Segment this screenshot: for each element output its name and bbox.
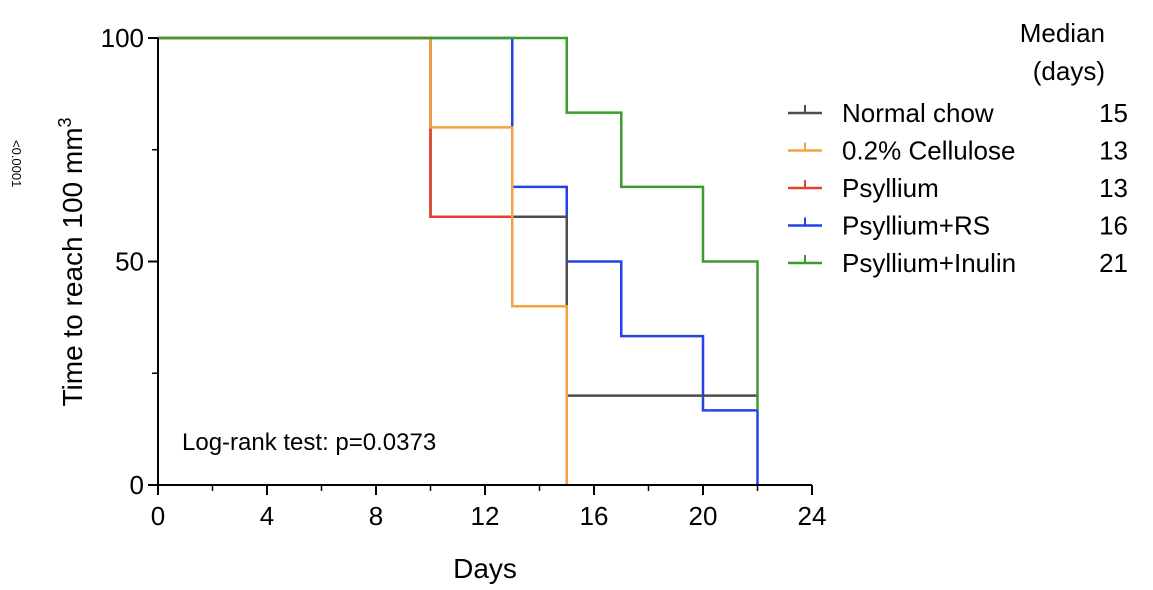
legend-item: Psyllium 13 [788, 173, 1128, 203]
x-tick-label: 20 [689, 501, 718, 531]
legend-item: 0.2% Cellulose 13 [788, 136, 1128, 166]
log-rank-annotation: Log-rank test: p=0.0373 [182, 429, 436, 456]
x-tick-label: 16 [580, 501, 609, 531]
legend-median: 13 [1099, 173, 1128, 203]
series-line-psyllium-inulin [158, 36, 759, 411]
y-tick-label: 100 [101, 23, 144, 53]
legend: Median (days) Normal chow 15 0.2% Cellulos… [788, 18, 1128, 278]
x-tick-label: 8 [369, 501, 383, 531]
legend-median: 13 [1099, 136, 1128, 166]
edge-text: <0.0001 [9, 140, 24, 187]
y-tick-label: 0 [130, 470, 144, 500]
x-tick-label: 4 [260, 501, 274, 531]
y-ticks: 0 50 100 [101, 23, 158, 500]
legend-item: Normal chow 15 [788, 98, 1128, 128]
series-line-psyllium [158, 36, 568, 485]
y-axis-title-superscript: 3 [55, 117, 75, 127]
legend-header-line-2: (days) [1033, 56, 1105, 86]
legend-median: 21 [1099, 248, 1128, 278]
x-tick-label: 0 [151, 501, 165, 531]
legend-label: Psyllium+RS [842, 211, 990, 241]
legend-median: 15 [1099, 98, 1128, 128]
legend-label: Normal chow [842, 98, 994, 128]
legend-label: Psyllium [842, 173, 939, 203]
legend-header-line-1: Median [1020, 18, 1105, 48]
legend-item: Psyllium+Inulin 21 [788, 248, 1128, 278]
legend-label: Psyllium+Inulin [842, 248, 1016, 278]
x-tick-label: 12 [471, 501, 500, 531]
x-tick-label: 24 [798, 501, 827, 531]
legend-item: Psyllium+RS 16 [788, 211, 1128, 241]
legend-median: 16 [1099, 211, 1128, 241]
y-axis-title: Time to reach 100 mm3 [55, 117, 88, 406]
legend-label: 0.2% Cellulose [842, 136, 1015, 166]
series-line-0-2-cellulose [158, 36, 568, 485]
x-axis-title: Days [453, 553, 517, 584]
x-ticks: 0 4 8 12 16 20 24 [151, 485, 827, 531]
series-layer [158, 36, 759, 485]
y-tick-label: 50 [115, 247, 144, 277]
series-line-psyllium-rs [158, 36, 759, 485]
y-axis-title-main: Time to reach 100 mm [57, 127, 88, 406]
